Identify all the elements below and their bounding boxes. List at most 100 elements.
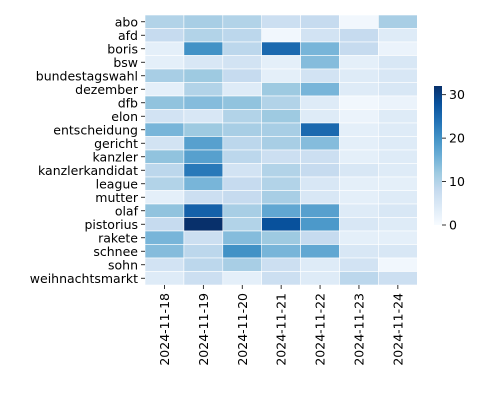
heatmap-cell (300, 257, 340, 272)
heatmap-cell (183, 203, 224, 218)
heatmap-cell (300, 230, 340, 245)
heatmap-cell (261, 230, 301, 245)
heatmap-cell (222, 14, 263, 29)
heatmap-cell (339, 257, 379, 272)
heatmap-cell (261, 136, 301, 151)
colorbar-bar (434, 86, 442, 225)
heatmap-cell (339, 176, 379, 191)
heatmap-cell (339, 41, 379, 56)
y-tick-label: entscheidung (53, 122, 138, 137)
heatmap-cell (261, 149, 301, 164)
heatmap-cell (378, 55, 418, 70)
y-tick-label: sohn (108, 257, 138, 272)
heatmap-cell (378, 230, 418, 245)
heatmap-cell (339, 230, 379, 245)
heatmap-cell (378, 271, 418, 286)
heatmap-cell (222, 257, 263, 272)
y-tick-label: league (96, 176, 139, 191)
heatmap-cell (222, 163, 263, 178)
y-tick-label: olaf (115, 203, 139, 218)
heatmap-cell (183, 163, 224, 178)
heatmap-cell (144, 41, 185, 56)
heatmap-cell (222, 95, 263, 110)
heatmap-cell (378, 176, 418, 191)
heatmap-cell (183, 271, 224, 286)
heatmap-cell (300, 109, 340, 124)
y-tick-label: abo (115, 14, 138, 29)
heatmap-cell (144, 136, 185, 151)
heatmap-cell (261, 109, 301, 124)
heatmap-cell (300, 41, 340, 56)
heatmap-cell (183, 244, 224, 259)
y-tick-label: dfb (118, 95, 138, 110)
y-tick-label: afd (118, 28, 138, 43)
heatmap-cell (183, 28, 224, 43)
heatmap-cell (183, 149, 224, 164)
heatmap-cell (144, 271, 185, 286)
heatmap-cell (183, 55, 224, 70)
heatmap-cell (378, 203, 418, 218)
heatmap-cell (339, 190, 379, 205)
heatmap-cell (339, 28, 379, 43)
heatmap-cell (222, 122, 263, 137)
heatmap-cell (222, 149, 263, 164)
y-tick-label: schnee (93, 244, 138, 259)
heatmap-cell (378, 95, 418, 110)
heatmap-cell (300, 68, 340, 83)
heatmap-cell (183, 122, 224, 137)
y-tick-label: weihnachtsmarkt (30, 271, 138, 286)
heatmap-cell (183, 217, 224, 232)
x-tick-label: 2024-11-20 (235, 293, 250, 366)
heatmap-cell (144, 14, 185, 29)
x-tick-label: 2024-11-19 (196, 293, 211, 366)
y-tick-label: dezember (75, 82, 139, 97)
heatmap-cell (300, 14, 340, 29)
heatmap-cell (339, 136, 379, 151)
heatmap-cell (222, 217, 263, 232)
heatmap-cell (261, 68, 301, 83)
heatmap-cell (144, 163, 185, 178)
colorbar: 0 10 20 30 (434, 86, 465, 233)
heatmap-cell (144, 217, 185, 232)
colorbar-tick-label: 30 (449, 87, 465, 102)
heatmap-cell (339, 14, 379, 29)
heatmap-cell (339, 244, 379, 259)
heatmap-cell (378, 109, 418, 124)
x-axis: 2024-11-18 2024-11-19 2024-11-20 2024-11-21… (157, 285, 405, 366)
y-axis: aboafdborisbswbundestagswahldezemberdfbe… (30, 14, 145, 286)
heatmap-cell (261, 41, 301, 56)
y-tick-label: rakete (98, 230, 138, 245)
heatmap-cell (222, 136, 263, 151)
heatmap-cell (261, 95, 301, 110)
heatmap-cell (144, 122, 185, 137)
heatmap-cell (261, 244, 301, 259)
heatmap-cell (183, 230, 224, 245)
heatmap-cell (144, 230, 185, 245)
heatmap-cell (261, 55, 301, 70)
heatmap-cell (378, 14, 418, 29)
heatmap-cell (261, 122, 301, 137)
heatmap-cell (378, 244, 418, 259)
heatmap-cell (144, 190, 185, 205)
heatmap-cell (339, 122, 379, 137)
heatmap-cell (261, 14, 301, 29)
heatmap-cell (300, 28, 340, 43)
heatmap-cell (300, 136, 340, 151)
y-tick-label: pistorius (84, 217, 138, 232)
heatmap-cell (339, 217, 379, 232)
heatmap-cell (183, 257, 224, 272)
heatmap-cell (339, 203, 379, 218)
heatmap-cell (144, 244, 185, 259)
y-tick-label: boris (107, 41, 138, 56)
heatmap-cell (183, 82, 224, 97)
heatmap-cell (300, 190, 340, 205)
x-tick-label: 2024-11-23 (351, 293, 366, 366)
heatmap-cell (300, 122, 340, 137)
heatmap-cell (378, 149, 418, 164)
heatmap-cell (222, 28, 263, 43)
heatmap-cell (339, 271, 379, 286)
heatmap-cell (300, 95, 340, 110)
heatmap-cell (144, 176, 185, 191)
heatmap-cell (339, 109, 379, 124)
heatmap-cell (144, 109, 185, 124)
